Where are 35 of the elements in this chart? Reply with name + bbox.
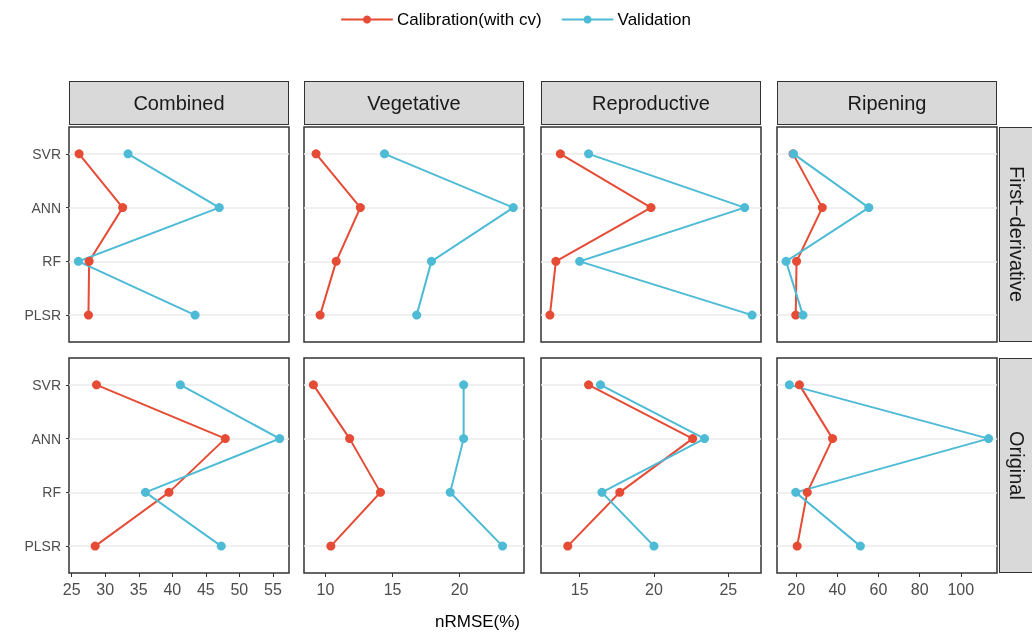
x-tick-label: 60 <box>869 580 888 598</box>
x-tick-label: 40 <box>163 580 182 598</box>
x-tick-label: 15 <box>570 580 589 598</box>
x-tick-label: 20 <box>450 580 469 598</box>
text: Original <box>999 358 1032 573</box>
y-tick-label: RF <box>42 253 61 270</box>
y-tick-label: SVR <box>32 376 61 393</box>
x-tick-label: 80 <box>910 580 929 598</box>
x-tick-label: 20 <box>645 580 663 598</box>
text: First−derivative <box>999 127 1032 342</box>
x-tick-label: 40 <box>828 580 847 598</box>
x-tick-label: 45 <box>196 580 215 598</box>
legend-label: Calibration(with cv) <box>397 10 542 29</box>
x-tick-label: 15 <box>383 580 402 598</box>
x-tick-label: 55 <box>264 580 282 598</box>
y-tick-label: PLSR <box>24 307 61 324</box>
x-tick-label: 10 <box>316 580 335 598</box>
y-tick-label: RF <box>42 484 61 501</box>
x-tick-label: 30 <box>96 580 115 598</box>
y-tick-label: ANN <box>31 430 61 447</box>
y-tick-label: PLSR <box>24 538 61 555</box>
legend-label: Validation <box>617 10 691 29</box>
x-tick-label: 25 <box>62 580 81 598</box>
chart-title: Reproductive <box>541 81 761 125</box>
chart-title: Ripening <box>777 81 997 125</box>
x-tick-label: 50 <box>230 580 249 598</box>
y-tick-label: ANN <box>31 199 61 216</box>
x-tick-label: 20 <box>787 580 806 598</box>
chart-title: Vegetative <box>304 81 524 125</box>
x-axis-title: nRMSE(%) <box>434 612 520 631</box>
x-tick-label: 100 <box>947 580 975 598</box>
x-tick-label: 25 <box>719 580 738 598</box>
y-tick-label: SVR <box>32 145 61 162</box>
x-tick-label: 35 <box>129 580 148 598</box>
chart-title: Combined <box>69 81 289 125</box>
